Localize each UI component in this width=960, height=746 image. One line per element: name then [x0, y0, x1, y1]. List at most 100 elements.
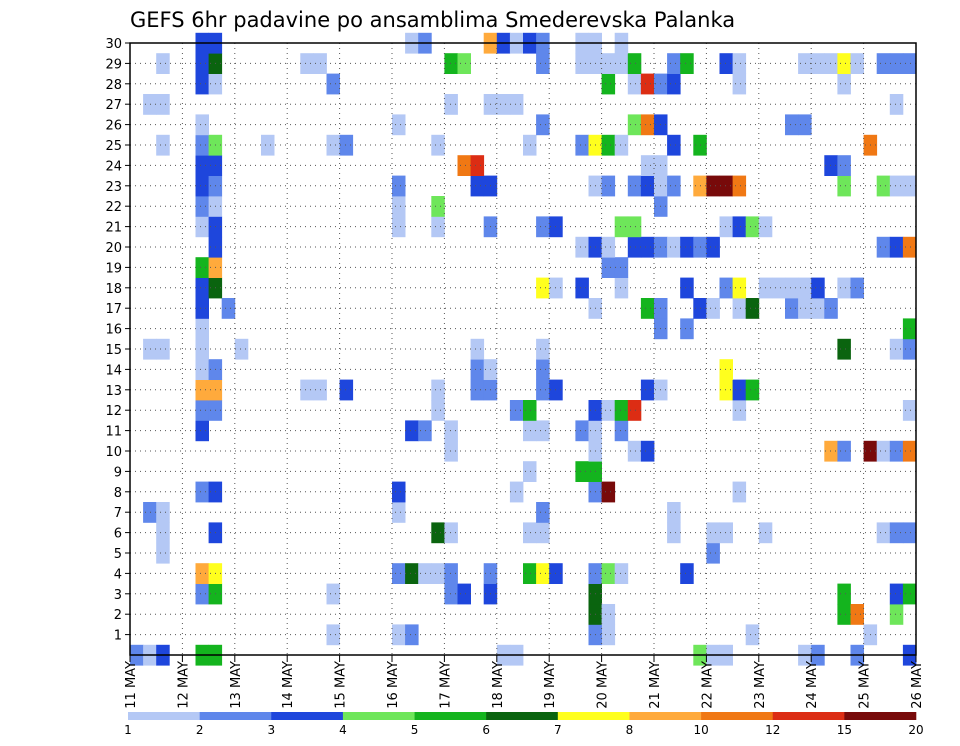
heatmap-cell — [614, 53, 629, 74]
y-tick-label: 8 — [114, 486, 122, 501]
heatmap-cell — [902, 583, 917, 605]
heatmap-cell — [195, 379, 209, 401]
heatmap-cell — [431, 379, 445, 401]
heatmap-cell — [575, 53, 589, 74]
heatmap-cell — [732, 400, 747, 421]
heatmap-cell — [798, 298, 812, 319]
heatmap-cell — [627, 400, 642, 421]
heatmap-cell — [195, 155, 209, 176]
colorbar-label: 20 — [908, 723, 923, 737]
heatmap-cell — [195, 359, 209, 380]
heatmap-cell — [837, 277, 851, 299]
y-tick-label: 16 — [105, 323, 122, 338]
heatmap-cell — [850, 604, 864, 625]
heatmap-cell — [457, 53, 471, 74]
heatmap-cell — [523, 522, 537, 544]
heatmap-cell — [601, 624, 616, 646]
x-tick-label: 20 MAY — [596, 661, 611, 709]
heatmap-cell — [536, 379, 550, 401]
heatmap-cell — [732, 481, 747, 503]
heatmap-cell — [732, 175, 747, 197]
chart-title: GEFS 6hr padavine po ansamblima Smederev… — [130, 8, 735, 32]
heatmap-cell — [745, 624, 760, 646]
heatmap-cell — [431, 196, 445, 217]
colorbar-swatch — [844, 712, 917, 720]
heatmap-cell — [876, 53, 891, 74]
colorbar-swatch — [199, 712, 272, 720]
heatmap-cell — [824, 155, 838, 176]
heatmap-cell — [640, 155, 655, 176]
heatmap-cell — [706, 175, 720, 197]
heatmap-cell — [156, 502, 170, 523]
y-tick-label: 22 — [105, 200, 122, 215]
colorbar-label: 3 — [267, 723, 275, 737]
heatmap-cell — [405, 624, 419, 646]
heatmap-cells — [130, 32, 917, 666]
heatmap-cell — [627, 216, 642, 238]
y-tick-label: 15 — [105, 343, 122, 358]
heatmap-cell — [889, 338, 904, 360]
heatmap-cell — [143, 502, 157, 523]
heatmap-cell — [667, 175, 681, 197]
heatmap-cell — [902, 53, 917, 74]
heatmap-cell — [536, 114, 550, 136]
heatmap-cell — [876, 522, 891, 544]
y-tick-label: 18 — [105, 282, 122, 297]
colorbar-label: 12 — [765, 723, 780, 737]
heatmap-cell — [523, 134, 537, 156]
heatmap-cell — [719, 277, 733, 299]
heatmap-cell — [536, 563, 550, 584]
heatmap-cell — [640, 175, 655, 197]
heatmap-cell — [195, 257, 209, 278]
heatmap-cell — [732, 53, 747, 74]
heatmap-cell — [627, 53, 642, 74]
heatmap-cell — [392, 624, 406, 646]
y-tick-label: 20 — [105, 241, 122, 256]
heatmap-cell — [156, 53, 170, 74]
heatmap-cell — [575, 134, 589, 156]
y-tick-label: 12 — [105, 404, 122, 419]
heatmap-cell — [837, 338, 851, 360]
x-tick-label: 14 MAY — [281, 661, 296, 709]
heatmap-cell — [876, 440, 891, 462]
heatmap-cell — [627, 440, 642, 462]
heatmap-cell — [640, 298, 655, 319]
y-tick-label: 13 — [105, 384, 122, 399]
heatmap-cell — [614, 257, 629, 278]
heatmap-cell — [889, 94, 904, 115]
heatmap-cell — [156, 94, 170, 115]
heatmap-cell — [745, 298, 760, 319]
heatmap-cell — [156, 542, 170, 564]
heatmap-cell — [889, 440, 904, 462]
heatmap-cell — [850, 277, 864, 299]
heatmap-cell — [640, 114, 655, 136]
heatmap-cell — [536, 216, 550, 238]
heatmap-cell — [392, 502, 406, 523]
heatmap-cell — [195, 338, 209, 360]
heatmap-cell — [850, 53, 864, 74]
heatmap-cell — [536, 53, 550, 74]
heatmap-cell — [837, 175, 851, 197]
heatmap-cell — [195, 277, 209, 299]
heatmap-cell — [719, 53, 733, 74]
heatmap-cell — [195, 73, 209, 95]
heatmap-cell — [837, 155, 851, 176]
heatmap-cell — [667, 522, 681, 544]
y-axis: 1234567891011121314151617181920212223242… — [105, 37, 130, 644]
colorbar-swatch — [414, 712, 487, 720]
heatmap-cell — [496, 94, 511, 115]
heatmap-cell — [732, 277, 747, 299]
heatmap-cell — [392, 481, 406, 503]
heatmap-cell — [326, 134, 340, 156]
heatmap-cell — [195, 196, 209, 217]
heatmap-cell — [719, 359, 733, 380]
x-tick-label: 16 MAY — [386, 661, 401, 709]
x-tick-label: 18 MAY — [491, 661, 506, 709]
x-tick-label: 25 MAY — [858, 661, 873, 709]
colorbar-swatch — [342, 712, 415, 720]
y-tick-label: 24 — [105, 159, 122, 174]
heatmap-cell — [261, 134, 275, 156]
heatmap-cell — [509, 481, 524, 503]
y-tick-label: 17 — [105, 302, 122, 317]
